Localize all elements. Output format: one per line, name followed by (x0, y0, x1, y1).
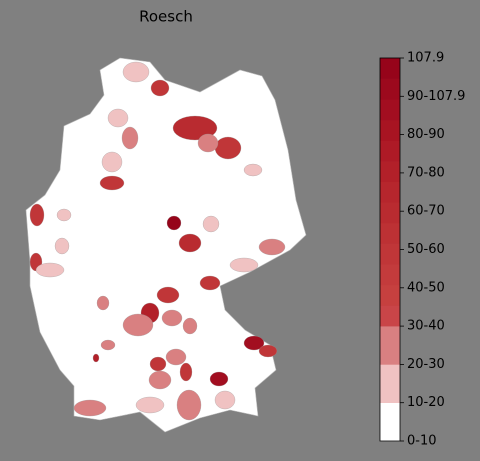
district (214, 390, 236, 410)
colorbar-band (380, 264, 400, 286)
district (121, 126, 139, 150)
colorbar-band (380, 402, 400, 442)
district (149, 356, 167, 372)
district (243, 335, 265, 351)
district (243, 163, 263, 177)
district (178, 233, 202, 253)
colorbar-label: 30-40 (407, 319, 445, 334)
colorbar-band (380, 305, 400, 327)
district (148, 370, 172, 390)
district (202, 215, 220, 233)
district (209, 371, 229, 387)
colorbar: 0-10 10-20 20-30 30-40 40-50 50-60 60-70 70-80 8… (379, 51, 465, 449)
district (56, 208, 72, 222)
district (135, 396, 165, 414)
district (122, 313, 154, 337)
district (179, 362, 193, 382)
district (35, 262, 65, 278)
district (101, 151, 123, 173)
colorbar-label: 70-80 (407, 165, 445, 180)
district (161, 309, 183, 327)
colorbar-label: 60-70 (407, 204, 445, 219)
colorbar-label: 10-20 (407, 395, 445, 410)
colorbar-band (380, 161, 400, 183)
district (107, 108, 129, 128)
colorbar-band (380, 181, 400, 203)
colorbar-label: 80-90 (407, 127, 445, 142)
colorbar-band (380, 119, 400, 141)
colorbar-band (380, 78, 400, 100)
germany-map (25, 57, 307, 433)
district (166, 215, 182, 231)
district (199, 275, 221, 291)
colorbar-band (380, 202, 400, 224)
district (54, 237, 70, 255)
colored-districts (29, 61, 286, 421)
district (100, 339, 116, 351)
colorbar-band (380, 284, 400, 306)
colorbar-label: 107.9 (407, 51, 444, 66)
district (182, 317, 198, 335)
district (214, 136, 242, 160)
district (29, 203, 45, 227)
colorbar-band (380, 140, 400, 162)
district (99, 175, 125, 191)
colorbar-band (380, 222, 400, 244)
colorbar-label: 0-10 (407, 434, 437, 449)
colorbar-band (380, 326, 400, 365)
district (73, 399, 107, 417)
colorbar-label: 50-60 (407, 242, 445, 257)
colorbar-band (380, 364, 400, 403)
district (176, 389, 202, 421)
district (165, 348, 187, 366)
colorbar-label: 90-107.9 (407, 89, 465, 104)
district (172, 115, 218, 141)
colorbar-band (380, 58, 400, 79)
colorbar-band (380, 99, 400, 121)
district (122, 61, 150, 83)
district (156, 286, 180, 304)
district (96, 295, 110, 311)
map-title: Roesch (139, 8, 193, 26)
district (258, 344, 278, 358)
district (150, 79, 170, 97)
colorbar-band (380, 243, 400, 265)
district (258, 238, 286, 256)
district (92, 353, 100, 363)
district (229, 257, 259, 273)
district (197, 133, 219, 153)
colorbar-label: 40-50 (407, 280, 445, 295)
colorbar-label: 20-30 (407, 357, 445, 372)
